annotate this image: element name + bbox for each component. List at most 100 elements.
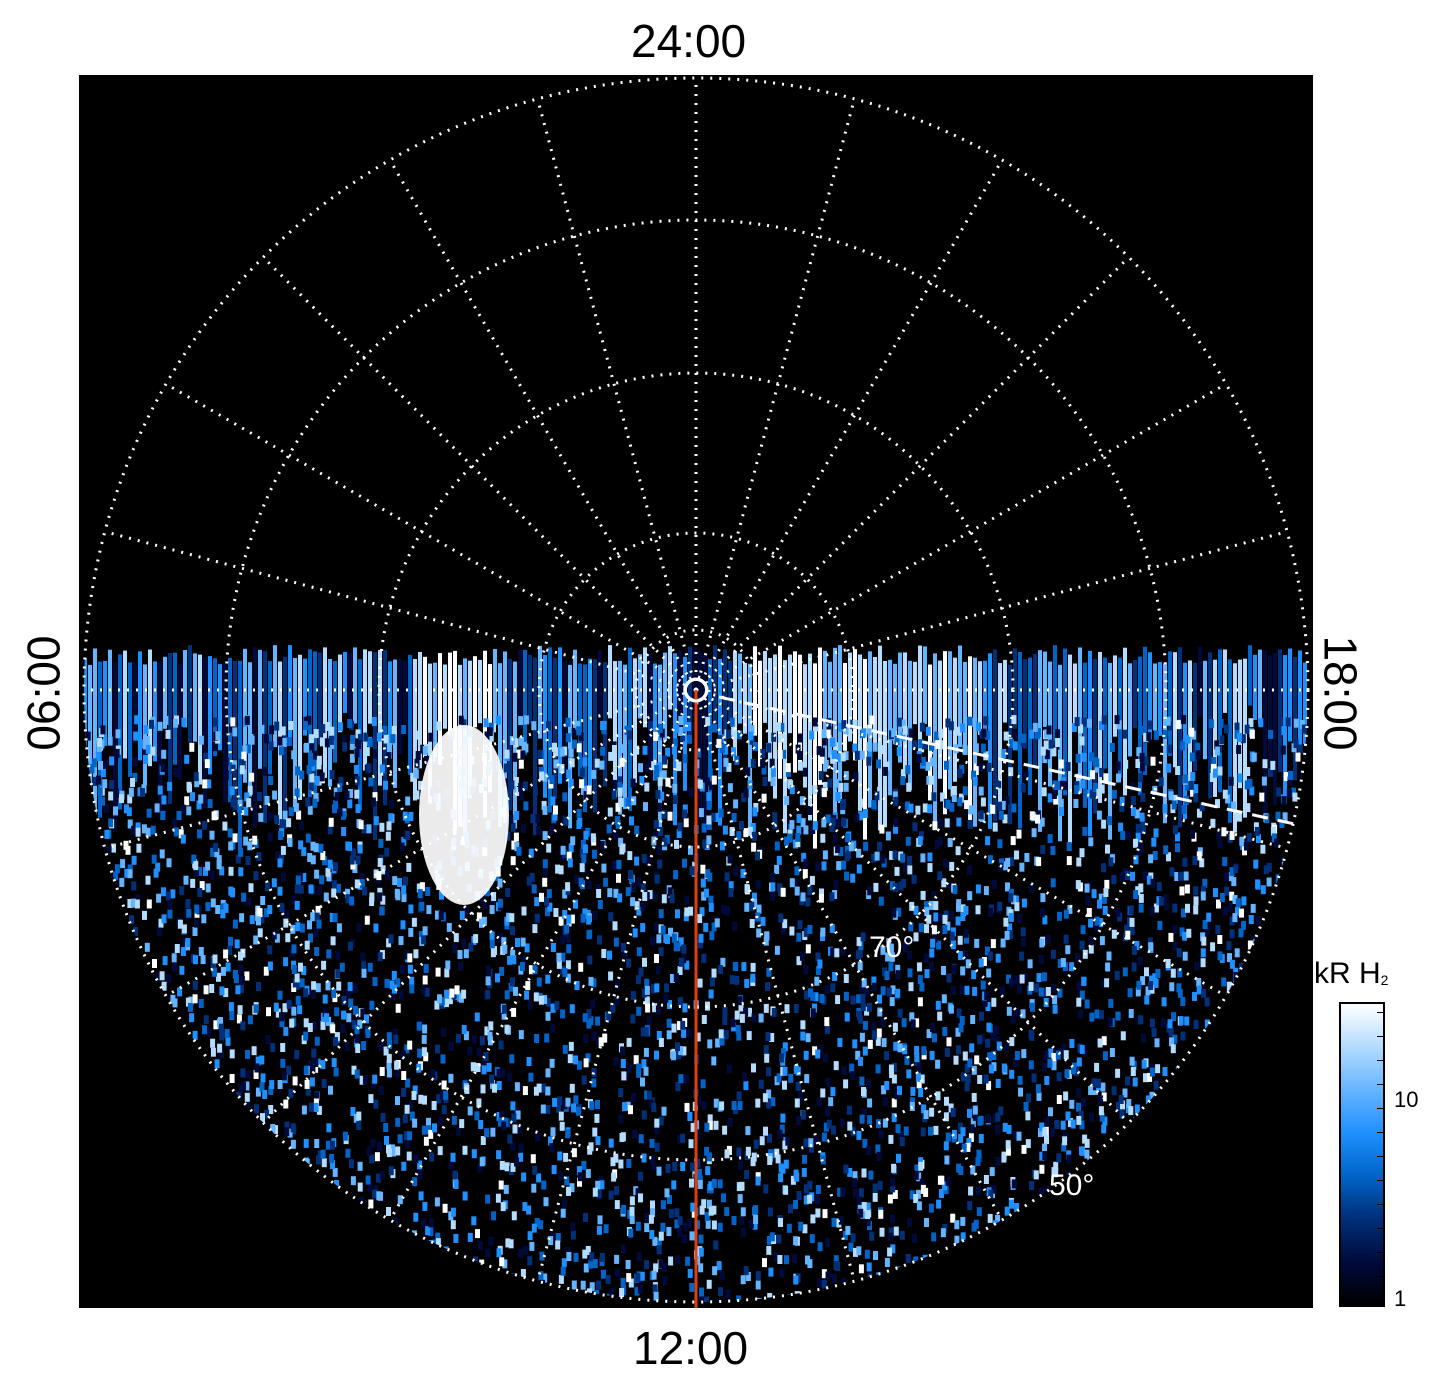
emission-streak	[998, 663, 1002, 810]
emission-pixel	[1002, 1122, 1008, 1132]
emission-pixel	[337, 807, 343, 817]
emission-pixel	[1167, 721, 1173, 731]
emission-pixel	[762, 777, 768, 786]
emission-pixel	[1292, 792, 1298, 802]
emission-pixel	[550, 796, 556, 806]
emission-pixel	[482, 1059, 488, 1069]
emission-pixel	[1094, 916, 1100, 926]
emission-pixel	[501, 1010, 507, 1020]
emission-pixel	[919, 982, 925, 992]
emission-pixel	[1253, 859, 1259, 869]
emission-pixel	[684, 895, 690, 905]
emission-pixel	[889, 1214, 895, 1224]
emission-pixel	[756, 928, 762, 938]
emission-pixel	[1227, 902, 1233, 912]
emission-pixel	[687, 1112, 693, 1121]
emission-pixel	[1212, 768, 1218, 778]
emission-pixel	[717, 1222, 723, 1232]
emission-pixel	[206, 779, 212, 789]
emission-pixel	[588, 1259, 594, 1269]
emission-pixel	[968, 1132, 974, 1142]
emission-pixel	[119, 794, 124, 804]
emission-pixel	[784, 836, 789, 846]
emission-pixel	[1197, 808, 1202, 818]
emission-pixel	[718, 1029, 724, 1039]
emission-pixel	[248, 883, 254, 893]
emission-pixel	[659, 791, 665, 801]
emission-streak	[728, 660, 732, 723]
emission-pixel	[1080, 925, 1086, 935]
emission-streak	[1148, 652, 1152, 740]
emission-streak	[788, 654, 792, 734]
emission-pixel	[1138, 883, 1144, 893]
emission-pixel	[739, 1181, 745, 1191]
emission-pixel	[912, 822, 918, 832]
emission-pixel	[553, 759, 559, 769]
emission-pixel	[985, 1002, 991, 1011]
emission-pixel	[877, 786, 883, 796]
emission-pixel	[1053, 1161, 1059, 1171]
emission-pixel	[365, 1028, 371, 1038]
emission-pixel	[426, 905, 432, 915]
emission-pixel	[341, 827, 347, 836]
emission-pixel	[991, 1184, 997, 1194]
emission-pixel	[283, 957, 289, 967]
emission-pixel	[799, 951, 805, 961]
emission-pixel	[675, 909, 680, 919]
emission-pixel	[1116, 1101, 1121, 1111]
emission-pixel	[795, 1081, 801, 1091]
emission-pixel	[335, 969, 341, 978]
emission-pixel	[532, 924, 538, 934]
emission-pixel	[1210, 818, 1216, 828]
emission-streak	[1068, 654, 1072, 844]
emission-pixel	[288, 807, 294, 817]
emission-pixel	[932, 821, 938, 831]
emission-streak	[608, 645, 612, 719]
emission-pixel	[997, 901, 1003, 911]
emission-pixel	[719, 841, 725, 851]
emission-pixel	[296, 810, 302, 820]
emission-pixel	[949, 861, 955, 871]
emission-pixel	[216, 972, 221, 982]
emission-pixel	[656, 802, 662, 812]
emission-streak	[1193, 662, 1197, 772]
emission-streak	[888, 659, 892, 796]
emission-pixel	[549, 1143, 555, 1152]
emission-pixel	[419, 901, 425, 911]
emission-pixel	[638, 763, 643, 773]
emission-pixel	[859, 983, 865, 993]
emission-pixel	[944, 818, 950, 828]
emission-pixel	[299, 923, 305, 933]
emission-pixel	[227, 945, 233, 955]
emission-pixel	[971, 1222, 977, 1232]
emission-pixel	[1048, 739, 1054, 749]
emission-pixel	[736, 1295, 742, 1302]
emission-pixel	[104, 803, 110, 813]
emission-pixel	[1048, 1107, 1053, 1117]
emission-pixel	[765, 982, 770, 992]
emission-pixel	[106, 844, 112, 854]
emission-pixel	[285, 933, 291, 943]
emission-pixel	[826, 1119, 832, 1129]
emission-pixel	[963, 905, 969, 915]
emission-pixel	[902, 725, 908, 735]
emission-pixel	[889, 881, 895, 891]
emission-pixel	[1076, 1057, 1082, 1067]
emission-pixel	[399, 964, 405, 974]
emission-pixel	[360, 952, 366, 962]
emission-pixel	[223, 757, 229, 766]
emission-pixel	[648, 721, 653, 731]
emission-pixel	[1046, 725, 1052, 735]
emission-pixel	[1172, 1034, 1178, 1044]
emission-pixel	[515, 938, 520, 947]
emission-pixel	[1076, 997, 1082, 1007]
emission-pixel	[565, 933, 571, 943]
emission-pixel	[581, 1075, 587, 1085]
emission-pixel	[698, 1247, 704, 1257]
emission-pixel	[617, 787, 623, 797]
emission-pixel	[952, 885, 958, 895]
emission-pixel	[595, 1136, 601, 1146]
emission-pixel	[350, 1107, 356, 1116]
emission-pixel	[1179, 741, 1185, 751]
emission-pixel	[852, 1171, 858, 1181]
